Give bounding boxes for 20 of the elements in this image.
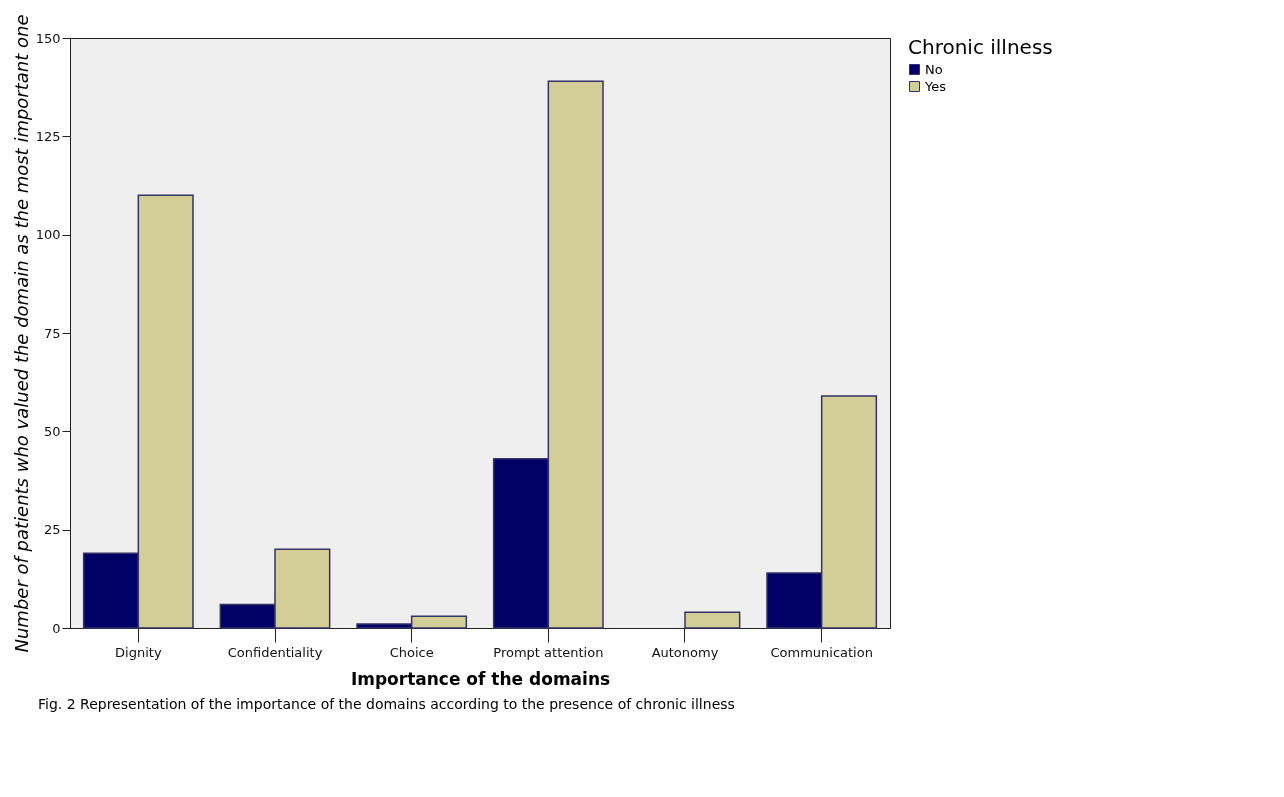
x-tick-label: Choice: [389, 644, 434, 660]
legend-label: No: [925, 61, 943, 77]
y-tick-label: 75: [43, 325, 61, 341]
x-tick-label: Confidentiality: [227, 644, 323, 660]
bar: [684, 611, 741, 629]
x-tick-label: Autonomy: [651, 644, 719, 660]
caption: Fig. 2 Representation of the importance of the domains according to the presence of chronic illness: [38, 696, 736, 712]
y-tick-label: 150: [35, 30, 61, 46]
y-axis-title: Number of patients who valued the domain as the most important one: [10, 14, 32, 653]
x-tick-label: Prompt attention: [493, 644, 604, 660]
legend-title: Chronic illness: [908, 35, 1053, 59]
y-tick-label: 0: [52, 620, 61, 636]
y-tick-label: 50: [43, 423, 61, 439]
legend-label: Yes: [924, 78, 947, 94]
y-tick-label: 25: [43, 522, 61, 538]
y-tick-label: 100: [35, 227, 61, 243]
x-tick-label: Dignity: [115, 644, 162, 660]
y-tick-label: 125: [35, 128, 61, 144]
x-axis-title: Importance of the domains: [350, 668, 611, 689]
x-tick-label: Communication: [770, 644, 873, 660]
